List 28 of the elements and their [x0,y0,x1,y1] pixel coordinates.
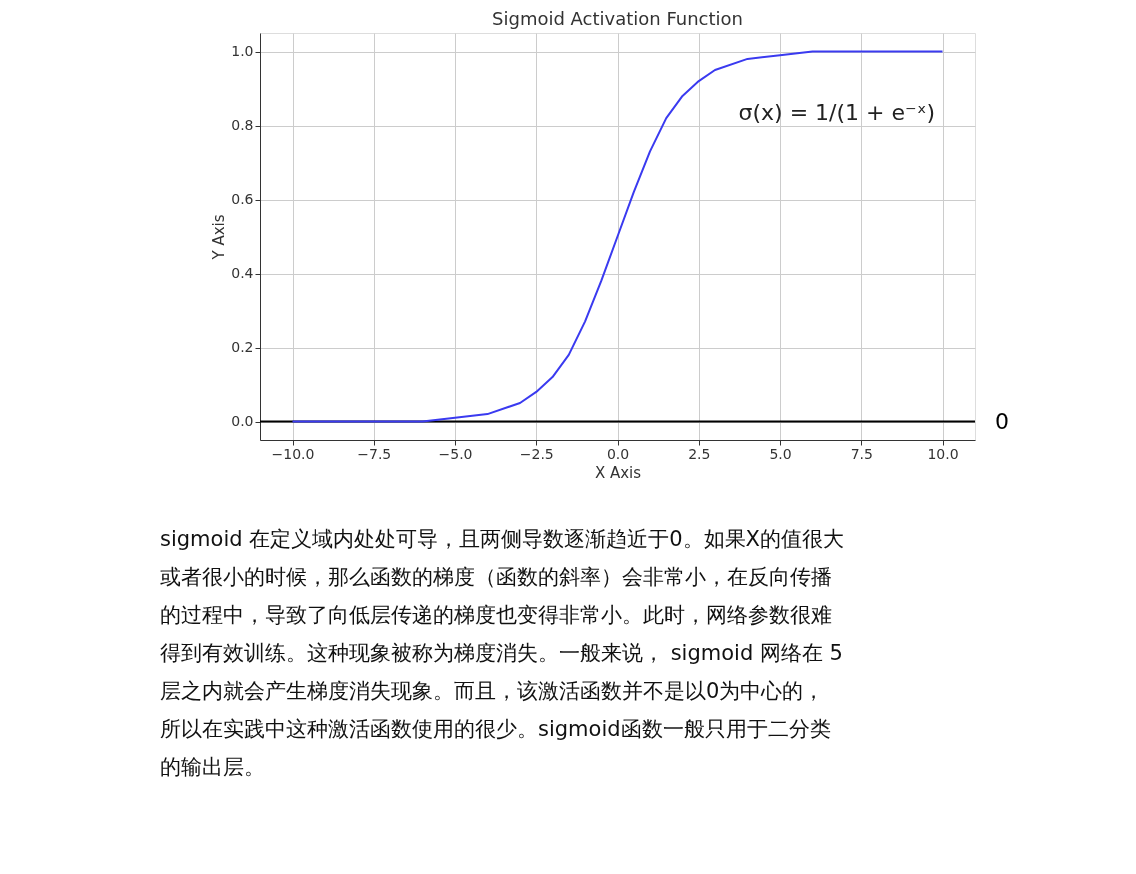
text: 层之内就会产生梯度消失现象。而且，该激活函数并不是以0为中心的， [160,679,825,703]
text: 所以在实践中这种激活函数使用的很少。sigmoid函数一般只用于二分类 [160,717,831,741]
x-tick-label: 0.0 [606,445,630,462]
y-tick-label: 0.2 [231,339,254,355]
text: 的过程中，导致了向低层传递的梯度也变得非常小。此时，网络参数很难 [160,603,832,627]
x-tick-label: 2.5 [688,445,711,462]
text: 或者很小的时候，那么函数的梯度（函数的斜率）会非常小，在反向传播 [160,565,832,589]
text: 的输出层。 [160,755,265,779]
y-tick-label: 0.0 [231,413,254,429]
line-series [291,50,944,423]
chart-title: Sigmoid Activation Function [492,8,743,29]
y-tick-label: 1.0 [231,43,254,59]
x-axis-title: X Axis [594,463,642,482]
x-tick-label: 5.0 [769,445,792,462]
annotation: σ(x) = 1/(1 + e⁻ˣ) [738,100,935,125]
x-tick-label: −7.5 [357,445,392,462]
y-axis-title: Y Axis [210,214,229,261]
text: sigmoid 在定义域内处处可导，且两侧导数逐渐趋近于0。如果X的值很大 [160,527,844,551]
y-tick-label: 0.8 [231,117,254,133]
x-tick-label: 7.5 [850,445,873,462]
x-tick-label: −2.5 [519,445,554,462]
x-tick-label: −10.0 [271,445,315,462]
y-tick-label: 0.4 [231,265,254,281]
x-tick-label: −5.0 [438,445,473,462]
x-tick-label: 10.0 [927,445,959,462]
y-tick-label: 0.6 [231,191,254,207]
ref-line-label: 0 [995,408,1009,434]
text: 得到有效训练。这种现象被称为梯度消失。一般来说， sigmoid 网络在 5 [160,641,843,665]
